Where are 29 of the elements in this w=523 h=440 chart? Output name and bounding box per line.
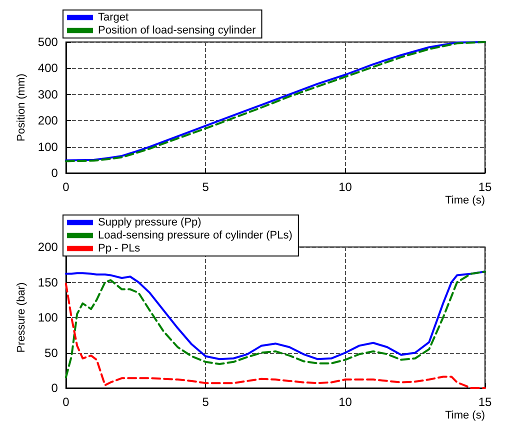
legend-label: Load-sensing pressure of cylinder (PLs) (98, 230, 292, 242)
x-tick-label: 15 (478, 180, 492, 194)
y-axis-title: Position (mm) (16, 74, 28, 142)
legend-label: Position of load-sensing cylinder (98, 24, 256, 36)
y-tick-label: 0 (51, 381, 58, 395)
y-tick-label: 400 (38, 61, 58, 76)
y-tick-label: 150 (38, 275, 58, 290)
x-tick-label: 5 (202, 180, 210, 194)
y-tick-label: 0 (51, 166, 58, 180)
x-axis-title: Time (s) (445, 194, 485, 206)
y-tick-label: 50 (44, 346, 58, 360)
x-axis-title: Time (s) (445, 410, 485, 422)
x-tick-label: 5 (202, 395, 210, 409)
legend-label: Pp - PLs (98, 242, 141, 254)
legend-label: Supply pressure (Pp) (98, 216, 202, 228)
y-tick-label: 100 (38, 140, 58, 154)
y-tick-label: 500 (38, 35, 58, 49)
y-tick-label: 100 (38, 310, 58, 324)
y-axis-title: Pressure (bar) (16, 282, 28, 353)
x-tick-label: 0 (62, 180, 70, 194)
x-tick-label: 0 (62, 395, 70, 409)
line-series (64, 270, 486, 378)
x-tick-label: 10 (338, 180, 352, 194)
y-tick-label: 200 (38, 114, 58, 128)
x-tick-label: 10 (338, 395, 352, 409)
legend-label: Target (98, 12, 129, 24)
y-tick-label: 300 (38, 87, 58, 102)
y-tick-label: 200 (38, 240, 58, 254)
x-tick-label: 15 (478, 395, 492, 409)
